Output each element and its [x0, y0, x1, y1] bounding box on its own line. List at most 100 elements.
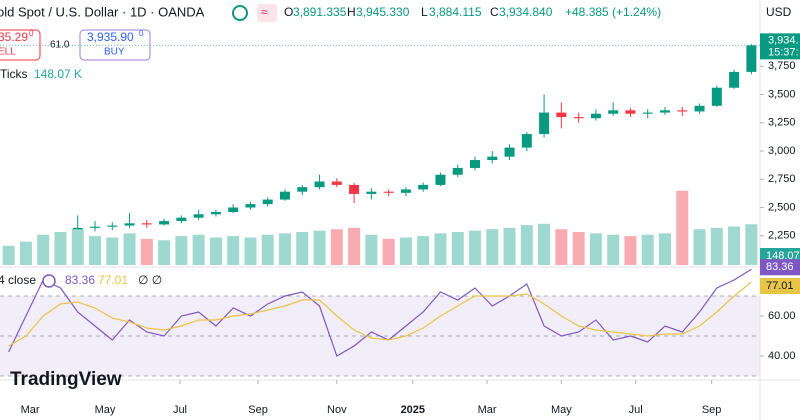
candle-body [539, 112, 550, 135]
volume-bar [296, 232, 309, 265]
volume-bar [469, 230, 481, 265]
countdown: 15:37: [768, 46, 799, 58]
y-tick-label: 60.00 [768, 310, 796, 322]
buy-sup: 0 [139, 29, 144, 38]
ohlc-label: H [347, 5, 356, 19]
volume-bar [451, 232, 464, 265]
volume-bar [330, 229, 343, 265]
buy-price: 3,935.90 [87, 30, 134, 44]
volume-bar [693, 229, 706, 265]
candle-body [366, 191, 377, 194]
candle-body [141, 223, 152, 225]
x-tick-label: May [95, 404, 116, 416]
x-tick-label: May [551, 404, 572, 416]
candle-body [729, 71, 740, 88]
volume-bar [607, 234, 620, 265]
candle-body [435, 174, 446, 185]
candle-body [660, 110, 670, 113]
x-tick-label: Jul [629, 404, 643, 416]
y-tick-label: 3,750 [768, 60, 796, 72]
x-tick-label: Sep [702, 404, 722, 416]
rsi-legend-extra: ∅ ∅ [138, 273, 162, 287]
market-status-icon[interactable] [232, 5, 248, 21]
candle-body [228, 207, 239, 213]
ohlc-label: O [284, 5, 293, 19]
value-tag-label: 77.01 [766, 280, 794, 292]
candle-body [245, 204, 256, 208]
rsi-legend-value: 83.36 [65, 273, 95, 287]
candle-body [124, 223, 135, 226]
volume-bar [520, 225, 533, 265]
currency: USD [766, 5, 792, 19]
spread: 61.0 [50, 40, 70, 51]
volume-bar [106, 237, 119, 265]
indicator-icon[interactable] [257, 4, 277, 22]
volume-bar [244, 237, 257, 265]
volume-bar [37, 234, 50, 265]
y-tick-label: 40.00 [768, 350, 796, 362]
candle-body [521, 134, 532, 148]
symbol-title: old Spot / U.S. Dollar · 1D · OANDA [0, 4, 205, 19]
last-price: 3,934. [768, 34, 799, 46]
volume-bar [538, 223, 551, 265]
volume-bar [676, 190, 689, 265]
candle-body [711, 87, 722, 106]
volume-bar [54, 232, 67, 265]
candle-body [642, 112, 653, 114]
volume-bar [417, 236, 430, 265]
volume-legend-value: 148.07 K [34, 67, 82, 81]
ohlc-value: 3,945.330 [356, 5, 410, 19]
rsi-legend-title: 4 close [0, 273, 36, 287]
x-tick-label: 2025 [401, 404, 425, 416]
ohlc-label: C [490, 5, 499, 19]
volume-bar [486, 229, 499, 265]
icon-glyph: ≈ [261, 5, 268, 19]
volume-bar [71, 229, 84, 265]
candle-body [556, 112, 567, 118]
buy-label: BUY [104, 47, 125, 58]
value-tag [760, 277, 800, 294]
candle-body [400, 189, 411, 193]
sell-price: 35.29 [0, 30, 28, 44]
rsi-icon[interactable] [42, 274, 56, 288]
volume-bar [313, 230, 326, 265]
candle-body [90, 226, 100, 228]
y-tick-label: 2,750 [768, 173, 796, 185]
y-tick-label: 2,250 [768, 230, 796, 242]
candle-body [504, 147, 515, 157]
sell-label: ELL [0, 47, 16, 58]
volume-bar [209, 237, 222, 265]
volume-bar [279, 233, 291, 265]
sell-sup: 0 [29, 29, 34, 38]
volume-bar [710, 227, 723, 265]
y-tick-label: 2,500 [768, 201, 796, 213]
watermark: TradingView [10, 369, 122, 390]
rsi-line [8, 281, 752, 347]
y-tick-label: 3,500 [768, 88, 796, 100]
x-tick-label: Mar [478, 404, 497, 416]
volume-bar [589, 233, 602, 265]
change: +48.385 (+1.24%) [565, 5, 661, 19]
volume-tag-label: 148.07 [766, 250, 800, 262]
volume-bar [348, 227, 361, 265]
candle-body [176, 217, 187, 222]
candle-body [694, 105, 705, 112]
volume-bar [641, 234, 654, 265]
volume-legend-name: Ticks [0, 67, 28, 81]
candle-body [452, 167, 463, 175]
candle-body [590, 113, 601, 119]
candle-body [314, 181, 325, 188]
candle-body [193, 214, 204, 218]
x-tick-label: Jul [173, 404, 187, 416]
volume-bar [572, 232, 585, 265]
ohlc-label: L [421, 5, 428, 19]
volume-bar [399, 237, 412, 265]
last-price-tag [760, 33, 800, 60]
x-tick-label: Nov [327, 404, 347, 416]
candle-body [487, 156, 498, 161]
value-tag-label: 83.36 [766, 261, 794, 273]
candle-body [746, 45, 757, 72]
candle-body [418, 184, 429, 190]
candle-body [625, 110, 636, 114]
